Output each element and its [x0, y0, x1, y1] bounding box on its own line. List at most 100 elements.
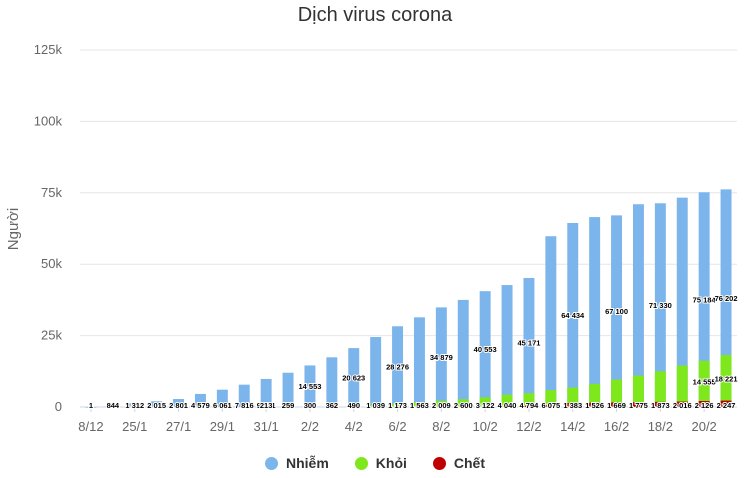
bar-infected[interactable]	[173, 399, 185, 407]
bar-recovered[interactable]	[567, 387, 579, 407]
bar-recovered[interactable]	[545, 390, 557, 407]
bar-infected[interactable]	[392, 326, 404, 407]
bar-infected[interactable]	[326, 357, 338, 407]
data-label: 14 555	[693, 378, 716, 387]
bar-infected[interactable]	[260, 378, 272, 407]
bar-recovered[interactable]	[676, 365, 688, 407]
bar-infected[interactable]	[632, 204, 644, 407]
data-label: 1	[89, 401, 93, 410]
bar-recovered[interactable]	[720, 355, 732, 407]
bar-recovered[interactable]	[392, 403, 404, 407]
legend-item-deaths[interactable]: Chết	[432, 455, 486, 471]
bar-infected[interactable]	[545, 236, 557, 407]
y-tick-label: 125k	[34, 42, 63, 57]
legend-marker	[354, 456, 368, 470]
data-label: 259	[282, 401, 295, 410]
x-tick-label: 27/1	[166, 419, 191, 434]
chart-plot: 0 25k 50k 75k 100k 125k 8/12 25/1 27/1 29/1 31/1 2/…	[5, 42, 739, 434]
bar-infected[interactable]	[720, 189, 732, 407]
data-label: 3 122	[476, 401, 495, 410]
legend-marker	[432, 456, 446, 470]
data-label: 2 009	[432, 401, 451, 410]
data-label: 2 016	[673, 401, 692, 410]
bar-infected[interactable]	[567, 222, 579, 407]
bar-deaths[interactable]	[632, 402, 644, 407]
bar-infected[interactable]	[304, 365, 316, 407]
bar-infected[interactable]	[129, 403, 141, 407]
bar-infected[interactable]	[523, 277, 535, 407]
data-label: 490	[347, 401, 360, 410]
bar-deaths[interactable]	[567, 403, 579, 407]
bar-infected[interactable]	[654, 203, 666, 407]
bar-deaths[interactable]	[698, 401, 710, 407]
bar-infected[interactable]	[435, 307, 447, 407]
legend: Nhiễm Khỏi Chết	[0, 455, 750, 471]
bar-recovered[interactable]	[501, 394, 513, 407]
bar-infected[interactable]	[413, 317, 425, 407]
x-tick-label: 10/2	[472, 419, 497, 434]
y-tick-label: 100k	[34, 113, 63, 128]
data-label: 9 821	[257, 401, 276, 410]
data-labels: 1 844 1 312 2 015 2 801 4 579 6 061 7 816 9 821 1…	[88, 293, 739, 411]
bar-infected[interactable]	[238, 384, 250, 407]
legend-item-infected[interactable]: Nhiễm	[264, 455, 329, 471]
x-tick-label: 12/2	[516, 419, 541, 434]
bar-infected[interactable]	[282, 372, 294, 407]
bar-infected[interactable]	[589, 217, 601, 407]
data-label: 1 312	[125, 401, 144, 410]
chart-title: Dịch virus corona	[297, 4, 453, 26]
bar-deaths[interactable]	[589, 402, 601, 407]
bar-infected[interactable]	[479, 291, 491, 407]
bar-recovered[interactable]	[326, 405, 338, 407]
x-tick-label: 18/2	[648, 419, 673, 434]
bar-infected[interactable]	[611, 215, 623, 407]
bar-infected[interactable]	[698, 192, 710, 407]
data-label: 71 330	[649, 301, 672, 310]
bar-infected[interactable]	[457, 299, 469, 407]
bar-recovered[interactable]	[435, 400, 447, 407]
data-label: 1 563	[410, 401, 429, 410]
bar-recovered[interactable]	[632, 375, 644, 407]
data-label: 1 669	[607, 401, 626, 410]
bar-recovered[interactable]	[611, 379, 623, 407]
data-label: 14 553	[298, 382, 321, 391]
bar-infected[interactable]	[151, 401, 163, 407]
data-label: 6 075	[541, 401, 560, 410]
bar-recovered[interactable]	[654, 371, 666, 407]
x-tick-label: 20/2	[691, 419, 716, 434]
data-label: 2 126	[695, 401, 714, 410]
legend-label: Chết	[453, 455, 486, 471]
legend-item-recovered[interactable]: Khỏi	[354, 455, 407, 471]
data-label: 20 623	[342, 374, 365, 383]
bar-recovered[interactable]	[523, 393, 535, 407]
bar-infected[interactable]	[194, 393, 206, 407]
data-label: 2 247	[717, 401, 736, 410]
bar-deaths[interactable]	[654, 401, 666, 407]
data-label: 28 276	[386, 363, 409, 372]
data-label: 45 171	[517, 338, 540, 347]
x-tick-label: 8/2	[432, 419, 450, 434]
bar-recovered[interactable]	[589, 383, 601, 407]
bar-deaths[interactable]	[676, 401, 688, 407]
bar-recovered[interactable]	[304, 406, 316, 408]
bar-infected[interactable]	[501, 285, 513, 407]
bar-deaths[interactable]	[523, 405, 535, 407]
bar-recovered[interactable]	[348, 405, 360, 407]
bar-infected[interactable]	[216, 389, 228, 407]
bar-infected[interactable]	[676, 197, 688, 407]
data-label: 2 015	[147, 401, 166, 410]
bar-recovered[interactable]	[457, 399, 469, 407]
bar-infected[interactable]	[85, 406, 97, 408]
bar-recovered[interactable]	[370, 404, 382, 407]
bar-infected[interactable]	[348, 348, 360, 407]
bar-deaths[interactable]	[720, 400, 732, 407]
bar-infected[interactable]	[370, 337, 382, 407]
data-label: 76 202	[715, 294, 738, 303]
bar-recovered[interactable]	[479, 397, 491, 407]
bar-deaths[interactable]	[611, 402, 623, 407]
bar-infected[interactable]	[107, 404, 119, 407]
bar-deaths[interactable]	[545, 405, 557, 407]
data-label: 18 221	[715, 374, 738, 383]
bar-recovered[interactable]	[698, 360, 710, 407]
bar-recovered[interactable]	[413, 402, 425, 407]
